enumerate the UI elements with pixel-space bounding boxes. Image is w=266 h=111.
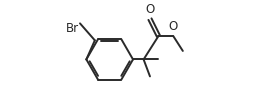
Text: O: O (145, 3, 155, 16)
Text: Br: Br (66, 22, 80, 35)
Text: O: O (168, 20, 177, 33)
